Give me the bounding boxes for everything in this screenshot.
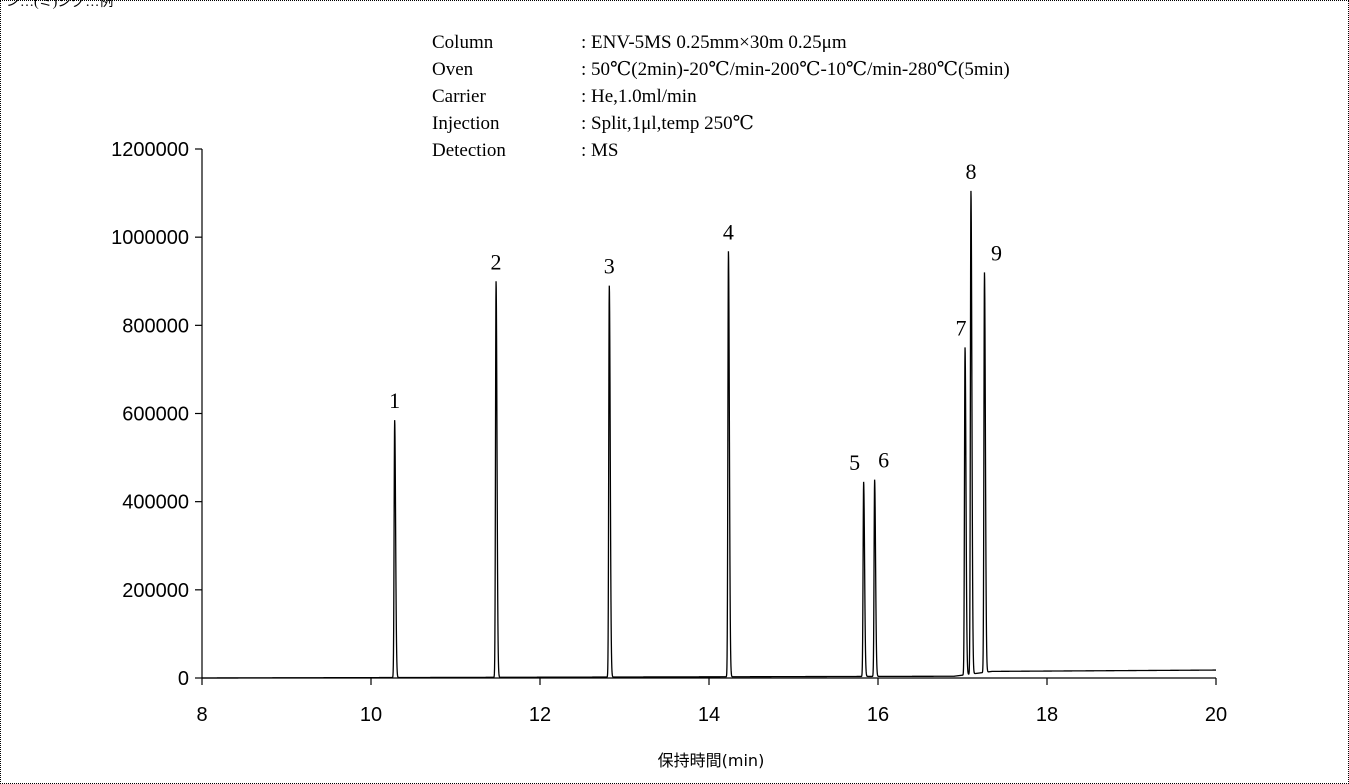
peak-label-2: 2 bbox=[491, 249, 502, 274]
condition-value: : 50℃(2min)-20℃/min-200℃-10℃/min-280℃(5m… bbox=[581, 59, 1010, 80]
peak-label-5: 5 bbox=[849, 450, 860, 475]
x-axis-title: 保持時間(min) bbox=[658, 751, 765, 770]
x-tick-label: 8 bbox=[196, 704, 207, 726]
x-tick-label: 18 bbox=[1036, 704, 1058, 726]
peak-label-7: 7 bbox=[956, 315, 967, 340]
x-tick-label: 14 bbox=[698, 704, 720, 726]
condition-name: Column bbox=[432, 32, 494, 53]
condition-name: Oven bbox=[432, 59, 474, 80]
condition-value: : He,1.0ml/min bbox=[581, 86, 697, 107]
x-tick-label: 16 bbox=[867, 704, 889, 726]
peak-labels: 1 2 3 4 5 6 7 8 9 bbox=[389, 159, 1002, 475]
axes bbox=[201, 149, 1216, 679]
y-tick-label: 1200000 bbox=[111, 139, 189, 161]
condition-value: : ENV-5MS 0.25mm×30m 0.25μm bbox=[581, 32, 847, 53]
condition-name: Carrier bbox=[432, 86, 486, 107]
peak-label-9: 9 bbox=[991, 240, 1002, 265]
condition-name: Detection bbox=[432, 140, 506, 161]
y-tick-label: 400000 bbox=[122, 492, 189, 514]
x-tick-label: 10 bbox=[360, 704, 382, 726]
peak-label-6: 6 bbox=[878, 448, 889, 473]
condition-name: Injection bbox=[432, 113, 500, 134]
tick-labels: 0 200000 400000 600000 800000 1000000 1200000 8… bbox=[111, 139, 1227, 726]
y-tick-label: 800000 bbox=[122, 315, 189, 337]
condition-value: : MS bbox=[581, 140, 619, 161]
analysis-conditions: Column : ENV-5MS 0.25mm×30m 0.25μm Oven : 5… bbox=[432, 32, 1010, 161]
peak-label-1: 1 bbox=[389, 388, 400, 413]
x-tick-label: 20 bbox=[1205, 704, 1227, 726]
top-caption: ン…(ミ)ジグ…例 bbox=[6, 0, 114, 10]
y-tick-label: 1000000 bbox=[111, 227, 189, 249]
peak-label-8: 8 bbox=[965, 159, 976, 184]
peak-label-3: 3 bbox=[604, 254, 615, 279]
y-tick-label: 200000 bbox=[122, 580, 189, 602]
chromatogram-trace bbox=[202, 190, 1216, 679]
condition-value: : Split,1μl,temp 250℃ bbox=[581, 113, 754, 134]
y-tick-label: 0 bbox=[178, 668, 189, 690]
tick-marks bbox=[195, 148, 1217, 685]
y-tick-label: 600000 bbox=[122, 404, 189, 426]
x-tick-label: 12 bbox=[529, 704, 551, 726]
peak-label-4: 4 bbox=[723, 219, 734, 244]
